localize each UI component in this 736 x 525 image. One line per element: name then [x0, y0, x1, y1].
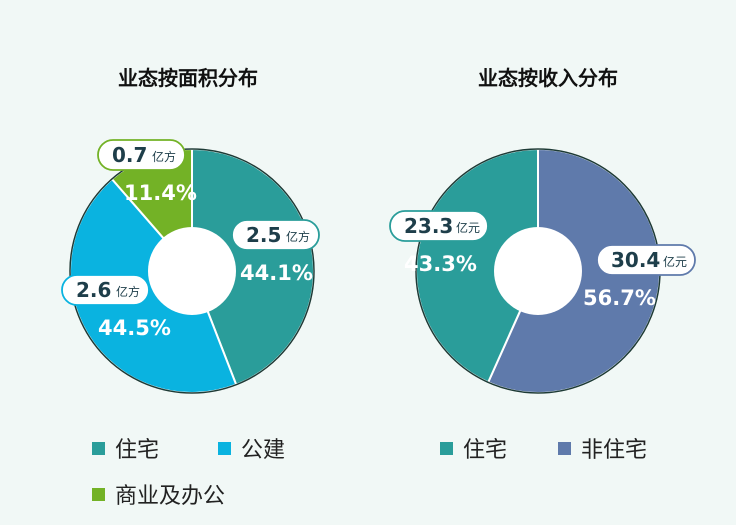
legend-label: 住宅	[463, 438, 508, 463]
value-label: 23.3	[404, 214, 453, 238]
unit-label: 亿方	[286, 229, 310, 244]
legend-swatch	[558, 441, 571, 455]
unit-label: 亿元	[456, 220, 480, 235]
legend-label: 商业及办公	[115, 484, 226, 509]
legend-item-commercial: 商业及办公	[92, 478, 225, 510]
legend-item-public: 公建	[218, 432, 285, 464]
pie-hole	[148, 227, 236, 315]
value-badge	[596, 244, 696, 276]
value-badge	[231, 219, 320, 251]
percent-label: 11.4%	[124, 181, 197, 205]
legend-item-nonresidential: 非住宅	[558, 432, 647, 464]
legend-label: 公建	[241, 438, 286, 463]
percent-label: 44.5%	[98, 316, 171, 340]
unit-label: 亿方	[152, 149, 176, 164]
percent-label: 44.1%	[240, 261, 313, 285]
value-badge	[97, 139, 186, 171]
legend-swatch	[440, 441, 453, 455]
value-label: 2.6	[76, 278, 111, 302]
legend-item-residential-2: 住宅	[440, 432, 507, 464]
value-badge	[61, 274, 150, 306]
legend-label: 非住宅	[581, 438, 648, 463]
unit-label: 亿方	[116, 284, 140, 299]
value-label: 30.4	[611, 248, 660, 272]
unit-label: 亿元	[663, 254, 687, 269]
percent-label: 43.3%	[404, 252, 477, 276]
value-label: 0.7	[112, 143, 147, 167]
legend-swatch	[218, 441, 231, 455]
value-label: 2.5	[246, 223, 281, 247]
percent-label: 56.7%	[583, 286, 656, 310]
legend-swatch	[92, 441, 105, 455]
chart-title-area: 业态按面积分布	[118, 66, 258, 90]
legend-swatch	[92, 487, 105, 501]
legend-label: 住宅	[115, 438, 160, 463]
legend-item-residential: 住宅	[92, 432, 159, 464]
chart-title-revenue: 业态按收入分布	[478, 66, 618, 90]
pie-outline	[69, 148, 315, 394]
value-badge	[389, 210, 489, 242]
pie-hole	[494, 227, 582, 315]
